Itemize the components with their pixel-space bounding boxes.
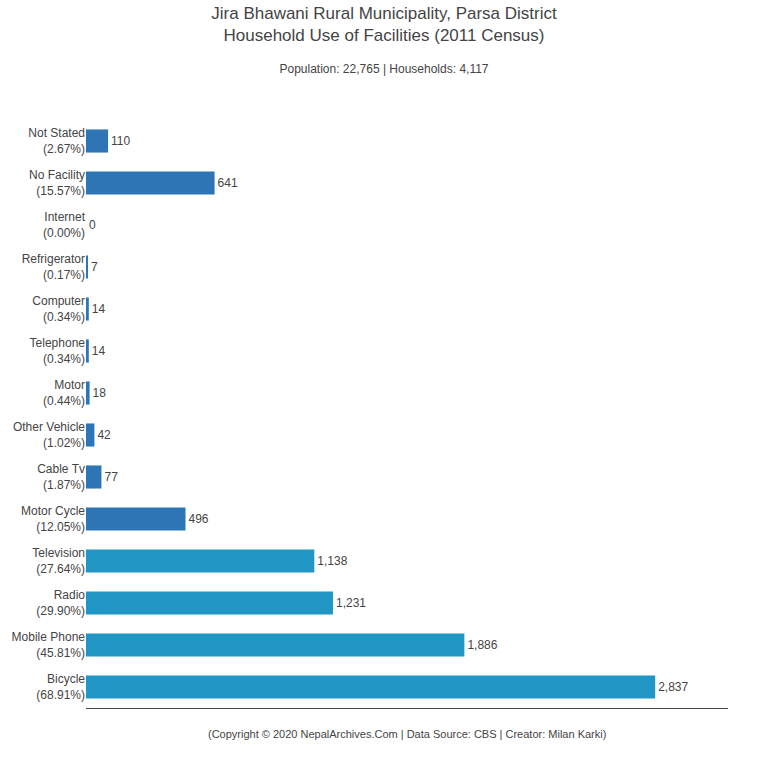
svg-text:641: 641 [218, 176, 238, 190]
svg-text:Television(27.64%): Television(27.64%) [32, 546, 85, 576]
svg-text:Other Vehicle(1.02%): Other Vehicle(1.02%) [13, 420, 85, 450]
svg-text:Population: 22,765 | Household: Population: 22,765 | Households: 4,117 [279, 62, 488, 76]
svg-text:Computer(0.34%): Computer(0.34%) [32, 294, 85, 324]
svg-text:1,231: 1,231 [336, 596, 366, 610]
svg-text:2,837: 2,837 [658, 680, 688, 694]
svg-text:14: 14 [92, 302, 106, 316]
svg-text:Telephone(0.34%): Telephone(0.34%) [30, 336, 86, 366]
svg-text:110: 110 [111, 134, 130, 148]
svg-text:Refrigerator(0.17%): Refrigerator(0.17%) [22, 252, 85, 282]
svg-text:18: 18 [93, 386, 107, 400]
svg-text:Mobile Phone(45.81%): Mobile Phone(45.81%) [12, 630, 86, 660]
svg-text:Motor(0.44%): Motor(0.44%) [43, 378, 85, 408]
svg-text:No Facility(15.57%): No Facility(15.57%) [29, 168, 85, 198]
svg-text:1,138: 1,138 [317, 554, 347, 568]
svg-text:496: 496 [189, 512, 209, 526]
svg-text:1,886: 1,886 [467, 638, 497, 652]
svg-text:77: 77 [104, 470, 118, 484]
svg-text:Jira Bhawani Rural Municipalit: Jira Bhawani Rural Municipality, Parsa D… [211, 4, 557, 45]
svg-text:0: 0 [89, 218, 96, 232]
svg-text:Bicycle(68.91%): Bicycle(68.91%) [36, 672, 85, 702]
svg-text:7: 7 [91, 260, 98, 274]
svg-text:Cable Tv(1.87%): Cable Tv(1.87%) [37, 462, 85, 492]
svg-text:42: 42 [97, 428, 111, 442]
svg-text:Motor Cycle(12.05%): Motor Cycle(12.05%) [21, 504, 85, 534]
svg-text:(Copyright © 2020 NepalArchive: (Copyright © 2020 NepalArchives.Com | Da… [208, 728, 606, 740]
svg-text:14: 14 [92, 344, 106, 358]
svg-text:Radio(29.90%): Radio(29.90%) [36, 588, 85, 618]
svg-text:Internet(0.00%): Internet(0.00%) [43, 210, 86, 240]
svg-text:Not Stated(2.67%): Not Stated(2.67%) [28, 126, 85, 156]
